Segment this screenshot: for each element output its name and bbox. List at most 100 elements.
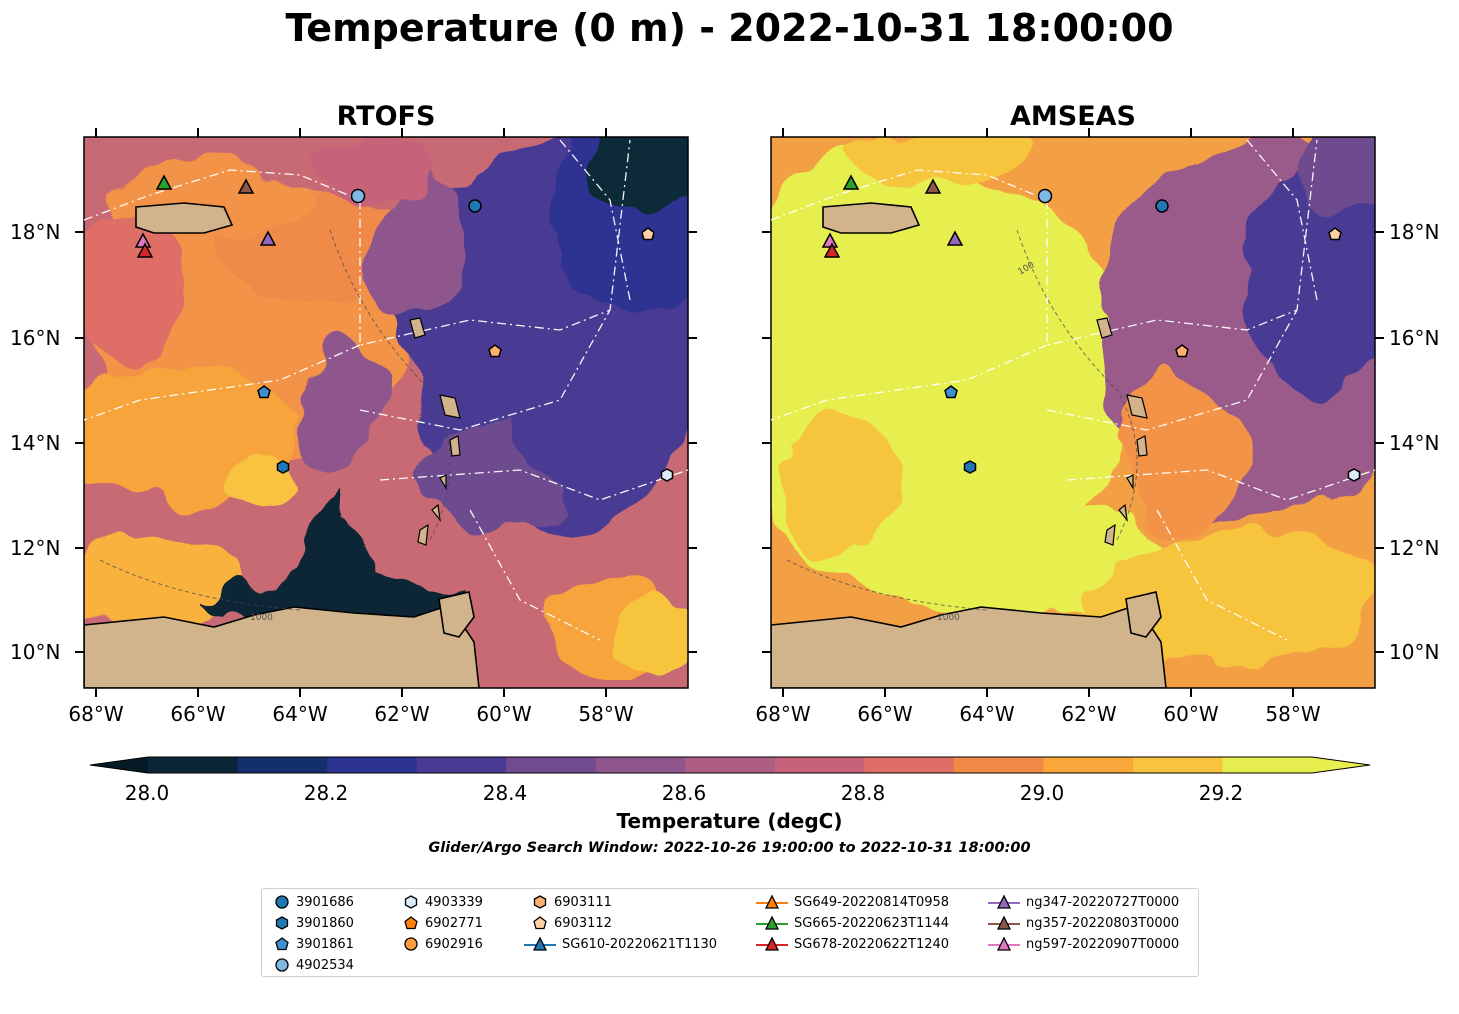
colorbar-segment	[595, 757, 686, 773]
lon-label-left: 60°W	[476, 702, 532, 726]
marker-sg665	[842, 174, 860, 190]
colorbar-tick: 28.0	[124, 781, 170, 805]
legend-item: SG649-20220814T0958	[756, 892, 949, 912]
marker-3901860	[276, 460, 290, 474]
triangle-line-marker-icon	[756, 936, 788, 951]
colorbar-tick: 28.4	[482, 781, 528, 805]
marker-4902534	[1037, 188, 1053, 204]
legend-item: ng597-20220907T0000	[988, 934, 1179, 954]
colorbar-segment	[953, 757, 1044, 773]
triangle-line-marker-icon	[756, 894, 788, 909]
marker-ng357	[924, 178, 942, 194]
lon-label-right: 60°W	[1163, 702, 1219, 726]
legend-item: SG610-20220621T1130	[524, 934, 717, 954]
colorbar-segment	[685, 757, 776, 773]
marker-4903339	[1347, 468, 1361, 482]
axis-ticks	[75, 128, 1384, 697]
triangle-line-marker-icon	[988, 936, 1020, 951]
colorbar-tick: 29.2	[1198, 781, 1244, 805]
rtofs-markers	[134, 174, 674, 482]
lon-label-left: 62°W	[374, 702, 430, 726]
colorbar-segment	[1132, 757, 1223, 773]
marker-sg678	[823, 242, 841, 258]
lon-label-right: 68°W	[755, 702, 811, 726]
colorbar-tick: 28.6	[661, 781, 707, 805]
lat-label-right: 18°N	[1389, 220, 1440, 244]
colorbar-segment	[864, 757, 955, 773]
map-panels: 100 1000 1000	[75, 128, 1384, 697]
pentagon-marker-icon	[404, 916, 418, 930]
panel-title-amseas: AMSEAS	[1010, 101, 1136, 132]
marker-3901861	[944, 385, 958, 399]
legend-item: 6902771	[403, 913, 483, 933]
triangle-line-marker-icon	[988, 894, 1020, 909]
amseas-markers	[821, 174, 1361, 482]
lat-label-left: 18°N	[10, 220, 61, 244]
lat-label-right: 14°N	[1389, 431, 1440, 455]
lat-label-right: 12°N	[1389, 536, 1440, 560]
colorbar-under-arrow	[90, 757, 148, 773]
lat-label-left: 14°N	[10, 431, 61, 455]
pentagon-marker-icon	[275, 937, 289, 951]
lat-label-left: 10°N	[10, 640, 61, 664]
legend-item: 6903111	[532, 892, 612, 912]
lon-label-right: 58°W	[1265, 702, 1321, 726]
lon-label-left: 58°W	[578, 702, 634, 726]
colorbar-segment	[416, 757, 507, 773]
marker-sg678	[136, 242, 154, 258]
marker-4903339	[660, 468, 674, 482]
colorbar-segment	[327, 757, 418, 773]
contour-label: 1000	[937, 613, 960, 623]
hexagon-marker-icon	[275, 916, 289, 930]
lon-label-right: 64°W	[959, 702, 1015, 726]
marker-4902534	[350, 188, 366, 204]
colorbar-segment	[148, 757, 239, 773]
bathymetry-contours	[99, 229, 1138, 611]
colorbar-tick: 28.2	[303, 781, 349, 805]
circle-marker-icon	[275, 958, 289, 972]
legend-item: ng347-20220727T0000	[988, 892, 1179, 912]
legend-item: SG678-20220622T1240	[756, 934, 949, 954]
colorbar-segment	[237, 757, 328, 773]
colorbar-tick: 29.0	[1019, 781, 1065, 805]
lon-label-left: 66°W	[170, 702, 226, 726]
hexagon-marker-icon	[404, 895, 418, 909]
legend-item: 3901861	[274, 934, 354, 954]
legend-item: SG665-20220623T1144	[756, 913, 949, 933]
marker-6903112	[1328, 227, 1342, 241]
marker-3901686	[468, 199, 482, 213]
colorbar	[89, 756, 1371, 774]
colorbar-outline	[89, 756, 1371, 774]
search-window-note: Glider/Argo Search Window: 2022-10-26 19…	[428, 840, 1031, 856]
rtofs-map	[84, 137, 688, 688]
marker-3901860	[963, 460, 977, 474]
marker-3901861	[257, 385, 271, 399]
marker-ng357	[237, 178, 255, 194]
lat-label-right: 16°N	[1389, 326, 1440, 350]
contour-label: 1000	[250, 613, 273, 623]
lat-label-right: 10°N	[1389, 640, 1440, 664]
lon-label-left: 64°W	[272, 702, 328, 726]
legend-item: 3901686	[274, 892, 354, 912]
triangle-line-marker-icon	[524, 936, 556, 951]
marker-6903111	[488, 344, 502, 358]
colorbar-over-arrow	[1312, 757, 1370, 773]
eez-boundaries	[83, 139, 1376, 641]
legend-item: 4902534	[274, 955, 354, 975]
colorbar-segment	[1222, 757, 1313, 773]
marker-6903112	[641, 227, 655, 241]
hexagon-marker-icon	[533, 895, 547, 909]
panel-title-rtofs: RTOFS	[336, 101, 436, 132]
colorbar-segment	[1043, 757, 1134, 773]
amseas-map	[771, 137, 1375, 688]
marker-3901686	[1155, 199, 1169, 213]
colorbar-segment	[774, 757, 865, 773]
marker-sg665	[155, 174, 173, 190]
circle-marker-icon	[404, 937, 418, 951]
legend-item: 3901860	[274, 913, 354, 933]
figure-title: Temperature (0 m) - 2022-10-31 18:00:00	[285, 6, 1174, 50]
marker-6903111	[1175, 344, 1189, 358]
lon-label-left: 68°W	[68, 702, 124, 726]
colorbar-tick: 28.8	[840, 781, 886, 805]
colorbar-segment	[506, 757, 597, 773]
